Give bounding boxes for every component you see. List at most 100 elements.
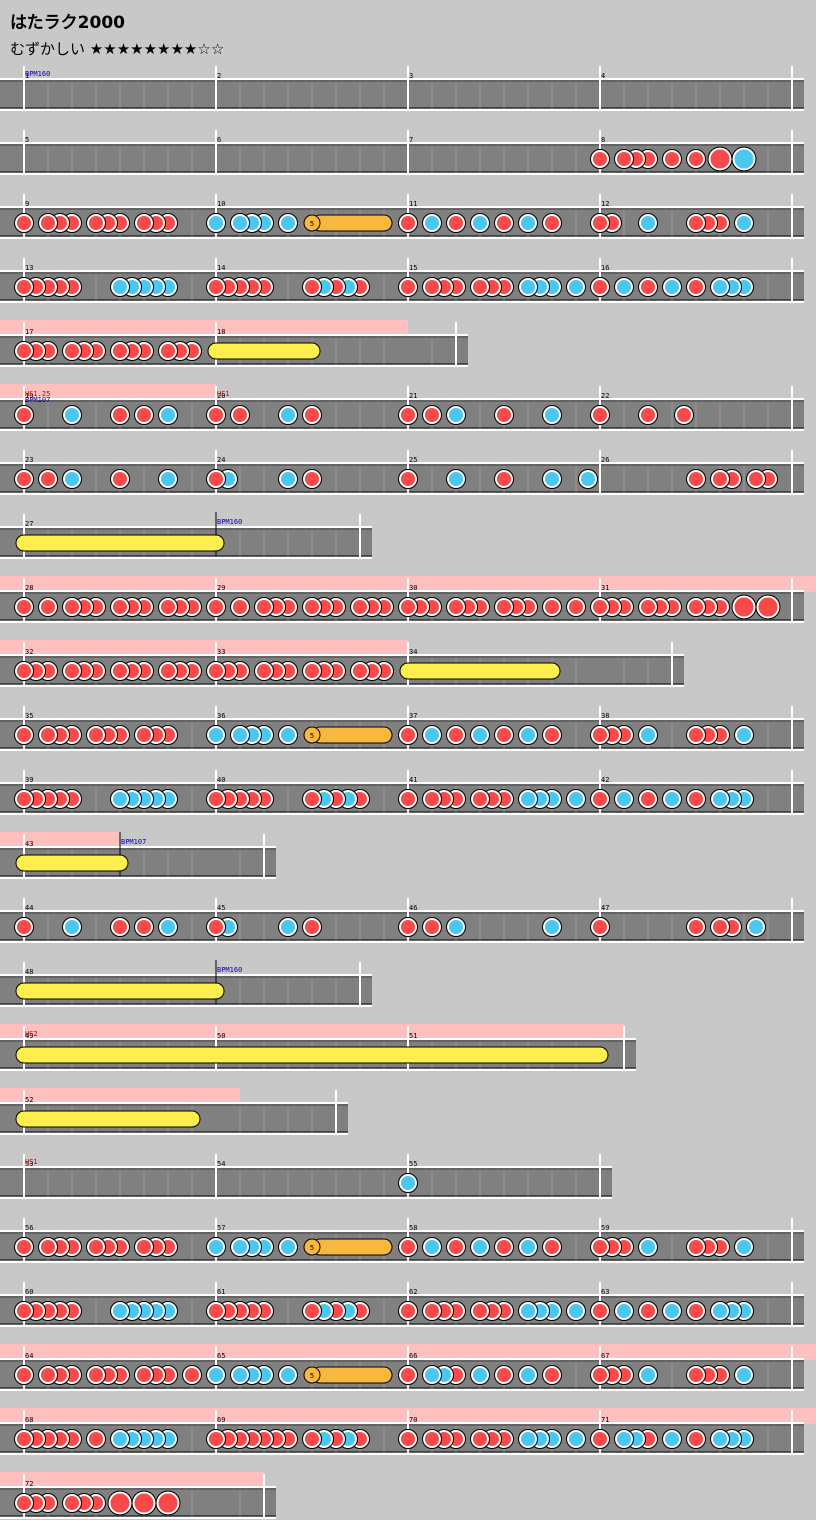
note-outline <box>446 469 466 489</box>
measure-number: 29 <box>217 584 225 592</box>
measure-number: 70 <box>409 1416 417 1424</box>
note-outline <box>302 917 322 937</box>
measure-number: 40 <box>217 776 225 784</box>
measure-number: 47 <box>601 904 609 912</box>
note-outline <box>638 789 658 809</box>
don-note <box>675 406 693 424</box>
don-note <box>471 1430 489 1448</box>
measure-number: 14 <box>217 264 225 272</box>
ka-note <box>663 1430 681 1448</box>
note-outline <box>14 661 34 681</box>
don-note <box>591 726 609 744</box>
ka-note <box>471 214 489 232</box>
chart-row: 64 65 66 67 5 <box>0 1344 816 1391</box>
measure-number: 2 <box>217 72 221 80</box>
don-note <box>423 278 441 296</box>
measure-number: 15 <box>409 264 417 272</box>
ka-note <box>447 470 465 488</box>
don-note <box>399 1366 417 1384</box>
ka-note <box>231 1366 249 1384</box>
measure-number: 38 <box>601 712 609 720</box>
note-outline <box>638 725 658 745</box>
don-note <box>399 214 417 232</box>
don-note <box>231 406 249 424</box>
measure-number: 6 <box>217 136 221 144</box>
note-outline <box>590 1237 610 1257</box>
note-outline <box>686 149 706 169</box>
don-note <box>447 726 465 744</box>
don-note <box>39 598 57 616</box>
note-outline <box>398 213 418 233</box>
ka-note <box>567 1302 585 1320</box>
note-outline <box>518 789 538 809</box>
don-note <box>447 598 465 616</box>
note-outline <box>302 1301 322 1321</box>
don-note <box>423 1430 441 1448</box>
drumroll-note <box>399 662 561 680</box>
measure-number: 46 <box>409 904 417 912</box>
ka-note <box>111 790 129 808</box>
note-outline <box>110 789 130 809</box>
don-note <box>591 214 609 232</box>
don-note <box>711 918 729 936</box>
don-note <box>303 598 321 616</box>
measure-number: 12 <box>601 200 609 208</box>
measure-number: 17 <box>25 328 33 336</box>
ka-note <box>639 726 657 744</box>
ka-note <box>615 1430 633 1448</box>
ka-note <box>663 790 681 808</box>
note-outline <box>134 917 154 937</box>
ka-note <box>543 470 561 488</box>
note-outline <box>470 1301 490 1321</box>
note-outline <box>278 725 298 745</box>
note-outline <box>14 1429 34 1449</box>
measure-number: 1 <box>25 72 29 80</box>
note-outline <box>62 661 82 681</box>
ka-note <box>735 1366 753 1384</box>
chart-row: 49 50 51 HS2 <box>0 1024 636 1071</box>
gogo-band <box>0 320 408 336</box>
note-outline <box>86 213 106 233</box>
chart-row: 43 BPM107 <box>0 832 276 879</box>
note-outline <box>14 1237 34 1257</box>
gogo-band <box>0 1024 624 1040</box>
don-note <box>15 1302 33 1320</box>
measure-number: 65 <box>217 1352 225 1360</box>
note-outline <box>398 725 418 745</box>
note-outline <box>134 725 154 745</box>
don-note <box>207 662 225 680</box>
measure-number: 72 <box>25 1480 33 1488</box>
note-outline <box>518 277 538 297</box>
ka-note <box>735 726 753 744</box>
note-outline <box>398 1429 418 1449</box>
chart-row: 17 18 <box>0 320 468 367</box>
chart-row: 5 6 7 8 <box>0 130 804 175</box>
measure-number: 24 <box>217 456 225 464</box>
note-outline <box>422 725 442 745</box>
don-note <box>303 918 321 936</box>
ka-note <box>663 1302 681 1320</box>
note-outline <box>422 789 442 809</box>
don-note <box>87 726 105 744</box>
don-note <box>591 598 609 616</box>
chart-row: 27 BPM160 <box>0 512 372 559</box>
ka-note <box>567 790 585 808</box>
note-outline <box>710 277 730 297</box>
measure-number: 8 <box>601 136 605 144</box>
note-outline <box>662 789 682 809</box>
measure-number: 32 <box>25 648 33 656</box>
ka-note <box>567 1430 585 1448</box>
note-outline <box>254 661 274 681</box>
measure-number: 52 <box>25 1096 33 1104</box>
note-outline <box>398 917 418 937</box>
measure-number: 19 <box>25 392 33 400</box>
don-note <box>15 1494 33 1512</box>
note-outline <box>542 1365 562 1385</box>
ka-note <box>519 1238 537 1256</box>
measure-number: 60 <box>25 1288 33 1296</box>
ka-note <box>735 214 753 232</box>
don-note <box>231 598 249 616</box>
note-outline <box>734 1365 754 1385</box>
don-note <box>543 1238 561 1256</box>
measure-number: 16 <box>601 264 609 272</box>
